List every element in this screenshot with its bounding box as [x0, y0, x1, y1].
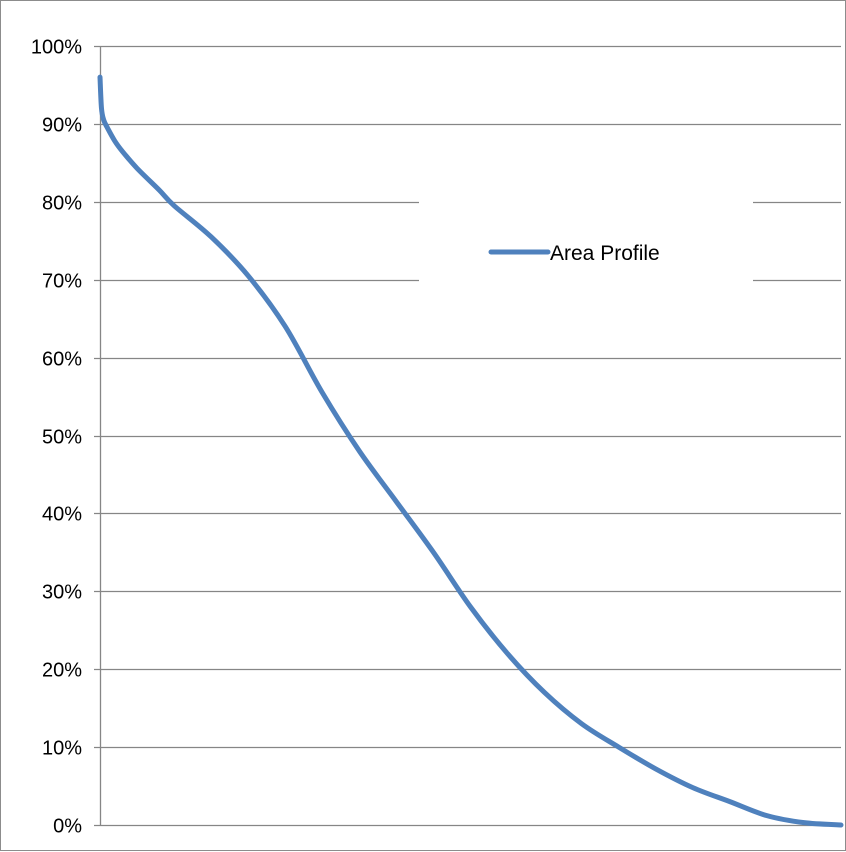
y-tick-label: 60%: [42, 349, 82, 371]
y-tick-label: 40%: [42, 504, 82, 526]
y-tick-label: 100%: [31, 37, 82, 59]
y-tick-label: 10%: [42, 738, 82, 760]
y-tick-label: 0%: [53, 816, 82, 838]
y-tick-label: 50%: [42, 427, 82, 449]
y-tick-label: 70%: [42, 271, 82, 293]
series-line-area-profile: [97, 74, 844, 828]
axes: [94, 46, 841, 827]
series-lines: [97, 74, 844, 828]
y-axis-tick-labels: 0% 10% 20% 30% 40% 50% 60% 70% 80% 90% 100%: [31, 37, 82, 838]
y-tick-label: 30%: [42, 582, 82, 604]
y-tick-label: 90%: [42, 115, 82, 137]
legend: Area Profile: [488, 242, 660, 265]
legend-label: Area Profile: [550, 242, 660, 265]
y-tick-label: 20%: [42, 660, 82, 682]
y-tick-label: 80%: [42, 193, 82, 215]
gridlines: [94, 45, 841, 749]
